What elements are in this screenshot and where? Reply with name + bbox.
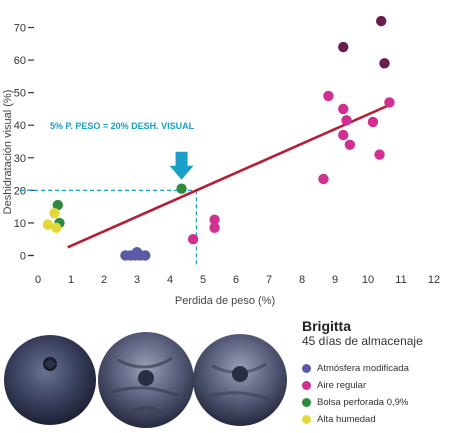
legend-item: Bolsa perforada 0,9% (302, 394, 409, 411)
trend-line (67, 104, 389, 249)
data-point (323, 90, 334, 102)
data-point (338, 129, 349, 141)
data-point (338, 103, 349, 115)
data-point (344, 139, 356, 150)
data-point (140, 250, 151, 261)
x-tick-label: 6 (233, 274, 239, 286)
data-point (379, 58, 390, 69)
y-tick-label: 0 (20, 250, 26, 262)
y-tick-label: 60 (14, 55, 26, 67)
data-point (52, 199, 63, 211)
legend-item: Aire regular (302, 377, 409, 394)
fruit-photos (4, 332, 287, 428)
data-point (187, 234, 199, 245)
data-point (318, 173, 329, 185)
y-tick-label: 30 (14, 153, 26, 165)
x-tick-label: 9 (332, 274, 338, 286)
down-arrow-icon (169, 151, 194, 180)
data-point (384, 97, 395, 108)
data-point (49, 207, 60, 219)
data-point (42, 219, 54, 230)
data-point (341, 115, 352, 126)
blueberry-photo-3 (193, 334, 287, 426)
x-tick-label: 8 (299, 274, 305, 286)
x-tick-label: 1 (68, 274, 74, 286)
x-tick-label: 0 (35, 274, 41, 286)
x-tick-label: 5 (200, 274, 206, 286)
x-tick-label: 11 (395, 274, 406, 286)
x-tick-label: 4 (167, 274, 173, 286)
blueberry-photo-1 (4, 335, 96, 425)
x-tick-label: 7 (266, 274, 272, 286)
data-point (209, 214, 220, 225)
y-axis-label: Deshidratación visual (%) (2, 90, 14, 215)
x-tick-label: 3 (134, 274, 140, 286)
legend-label: Atmósfera modificada (317, 363, 409, 374)
data-point (376, 15, 387, 27)
y-tick-label: 50 (14, 88, 26, 100)
x-tick-label: 2 (101, 274, 107, 286)
legend-subtitle: 45 días de almacenaje (302, 334, 423, 348)
legend-swatch (302, 381, 311, 390)
y-tick-label: 10 (14, 218, 26, 230)
legend-label: Aire regular (317, 380, 367, 391)
data-point (176, 183, 187, 194)
blueberry-photo-2 (98, 332, 194, 428)
data-point (374, 149, 385, 160)
legend-swatch (302, 415, 311, 424)
x-tick-label: 12 (428, 274, 440, 286)
legend-title: Brigitta (302, 318, 351, 334)
legend-label: Alta humedad (317, 414, 376, 425)
chart-annotation: 5% P. PESO = 20% DESH. VISUAL (50, 121, 195, 131)
x-axis-label: Perdida de peso (%) (175, 295, 275, 307)
legend: Atmósfera modificada Aire regular Bolsa … (302, 360, 409, 428)
y-tick-label: 40 (14, 120, 26, 132)
legend-item: Alta humedad (302, 411, 409, 428)
data-point (367, 116, 379, 128)
data-point (209, 222, 220, 234)
y-tick-label: 70 (14, 23, 26, 35)
data-point (338, 41, 349, 53)
legend-swatch (302, 398, 311, 407)
x-tick-label: 10 (362, 274, 374, 286)
y-tick-label: 20 (14, 185, 26, 197)
legend-swatch (302, 364, 311, 373)
legend-item: Atmósfera modificada (302, 360, 409, 377)
legend-label: Bolsa perforada 0,9% (317, 397, 409, 408)
data-point (50, 222, 62, 234)
